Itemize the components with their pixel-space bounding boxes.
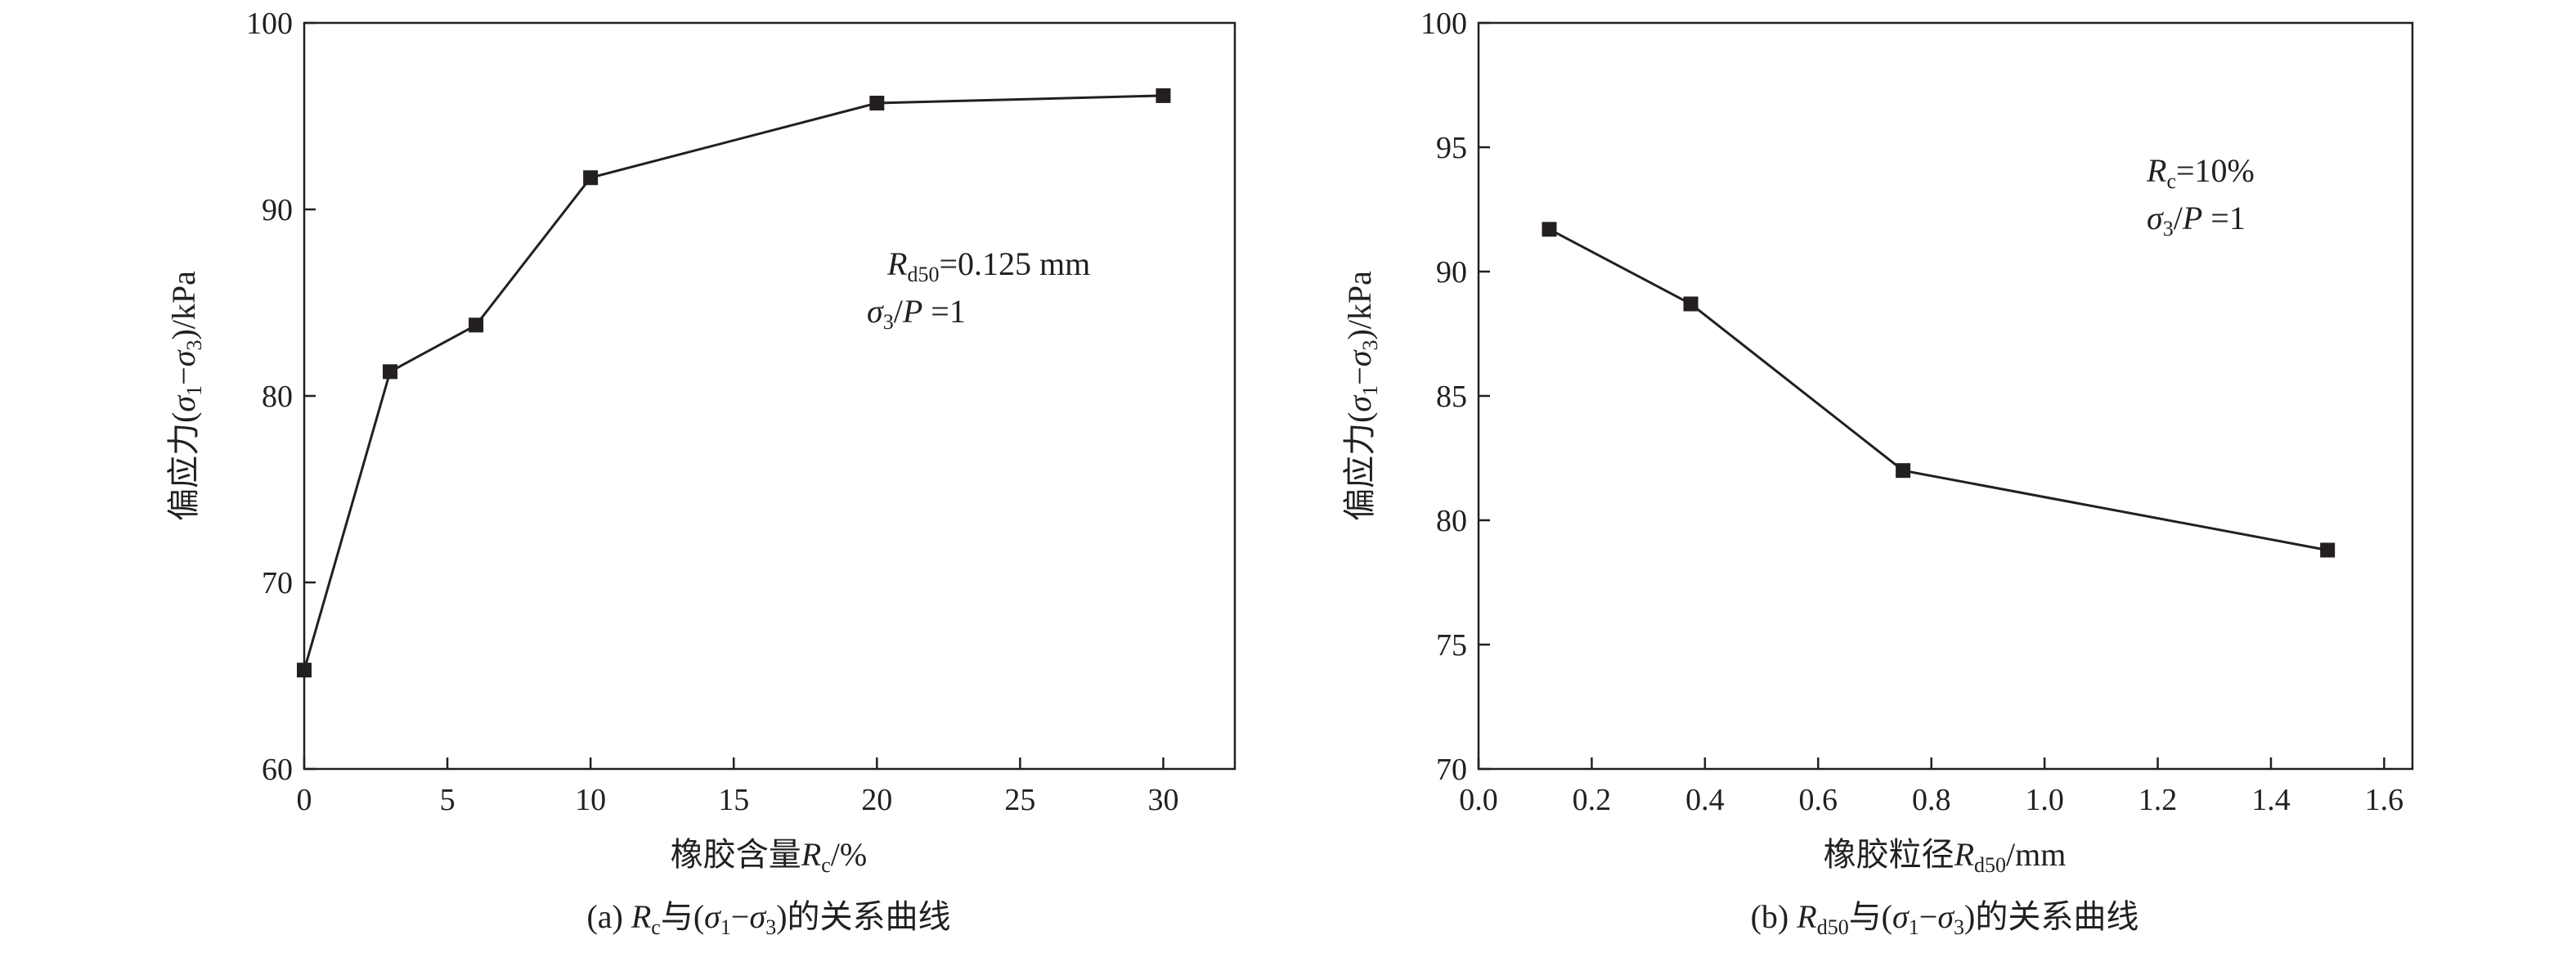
data-point-marker <box>869 96 885 111</box>
y-tick-label: 100 <box>246 7 293 41</box>
y-tick-label: 80 <box>262 380 293 414</box>
data-point-marker <box>1542 222 1557 237</box>
chart-b-y-ticks: 70 75 80 85 90 95 100 <box>1420 7 1490 787</box>
x-tick-label: 5 <box>440 783 456 817</box>
x-tick-label: 0.8 <box>1912 783 1951 817</box>
y-tick-label: 95 <box>1436 131 1467 165</box>
chart-a: 0 5 10 15 20 25 30 60 70 80 90 100 Rd50=0.125 mm σ… <box>165 7 1236 939</box>
chart-b-x-ticks: 0.0 0.2 0.4 0.6 0.8 1.0 1.2 1.4 1.6 <box>1459 757 2403 817</box>
x-tick-label: 0.6 <box>1799 783 1838 817</box>
x-tick-label: 0.0 <box>1459 783 1498 817</box>
data-point-marker <box>383 364 398 380</box>
data-point-marker <box>583 170 599 186</box>
y-tick-label: 75 <box>1436 628 1467 663</box>
data-point-marker <box>1156 88 1171 103</box>
chart-b-x-axis-title: 橡胶粒径Rd50/mm <box>1824 836 2067 877</box>
y-tick-label: 90 <box>262 193 293 227</box>
x-tick-label: 0 <box>297 783 312 817</box>
chart-a-x-axis-title: 橡胶含量Rc/% <box>671 836 867 877</box>
chart-a-plot-frame <box>303 21 1236 771</box>
y-tick-label: 80 <box>1436 504 1467 538</box>
chart-b-series-line <box>1548 227 2328 551</box>
chart-a-caption: (a) Rc与(σ1−σ3)的关系曲线 <box>586 898 950 939</box>
chart-b-annotation-line1: Rc=10% <box>2146 152 2255 193</box>
data-point-marker <box>1896 463 1911 479</box>
x-tick-label: 1.2 <box>2138 783 2178 817</box>
chart-a-markers <box>297 88 1171 678</box>
chart-a-y-axis-title: 偏应力(σ1−σ3)/kPa <box>165 271 206 521</box>
y-tick-label: 100 <box>1420 7 1467 41</box>
x-tick-label: 20 <box>861 783 892 817</box>
y-tick-label: 70 <box>262 566 293 600</box>
chart-b-y-axis-title: 偏应力(σ1−σ3)/kPa <box>1341 271 1382 521</box>
data-point-marker <box>297 663 312 678</box>
y-tick-label: 60 <box>262 753 293 787</box>
chart-a-annotation-line2: σ3/P =1 <box>867 293 966 334</box>
chart-b-markers <box>1542 222 2336 558</box>
x-tick-label: 15 <box>718 783 749 817</box>
y-tick-label: 90 <box>1436 255 1467 290</box>
x-tick-label: 1.6 <box>2365 783 2404 817</box>
chart-a-series-line <box>303 94 1164 671</box>
y-tick-label: 85 <box>1436 380 1467 414</box>
chart-a-annotation-line1: Rd50=0.125 mm <box>886 245 1090 286</box>
chart-b-caption: (b) Rd50与(σ1−σ3)的关系曲线 <box>1751 898 2139 939</box>
chart-b: 0.0 0.2 0.4 0.6 0.8 1.0 1.2 1.4 1.6 70 75 80 85 90 95… <box>1341 7 2414 939</box>
x-tick-label: 10 <box>575 783 606 817</box>
x-tick-label: 25 <box>1004 783 1035 817</box>
x-tick-label: 1.0 <box>2025 783 2064 817</box>
chart-a-y-ticks: 60 70 80 90 100 <box>246 7 316 787</box>
y-tick-label: 70 <box>1436 753 1467 787</box>
x-tick-label: 30 <box>1147 783 1178 817</box>
data-point-marker <box>469 317 484 333</box>
chart-b-plot-frame <box>1477 21 2414 771</box>
data-point-marker <box>2320 542 2336 558</box>
x-tick-label: 0.4 <box>1685 783 1725 817</box>
x-tick-label: 1.4 <box>2251 783 2291 817</box>
chart-a-x-ticks: 0 5 10 15 20 25 30 <box>297 757 1178 817</box>
data-point-marker <box>1683 296 1699 312</box>
chart-b-annotation-line2: σ3/P =1 <box>2147 200 2246 240</box>
x-tick-label: 0.2 <box>1573 783 1612 817</box>
